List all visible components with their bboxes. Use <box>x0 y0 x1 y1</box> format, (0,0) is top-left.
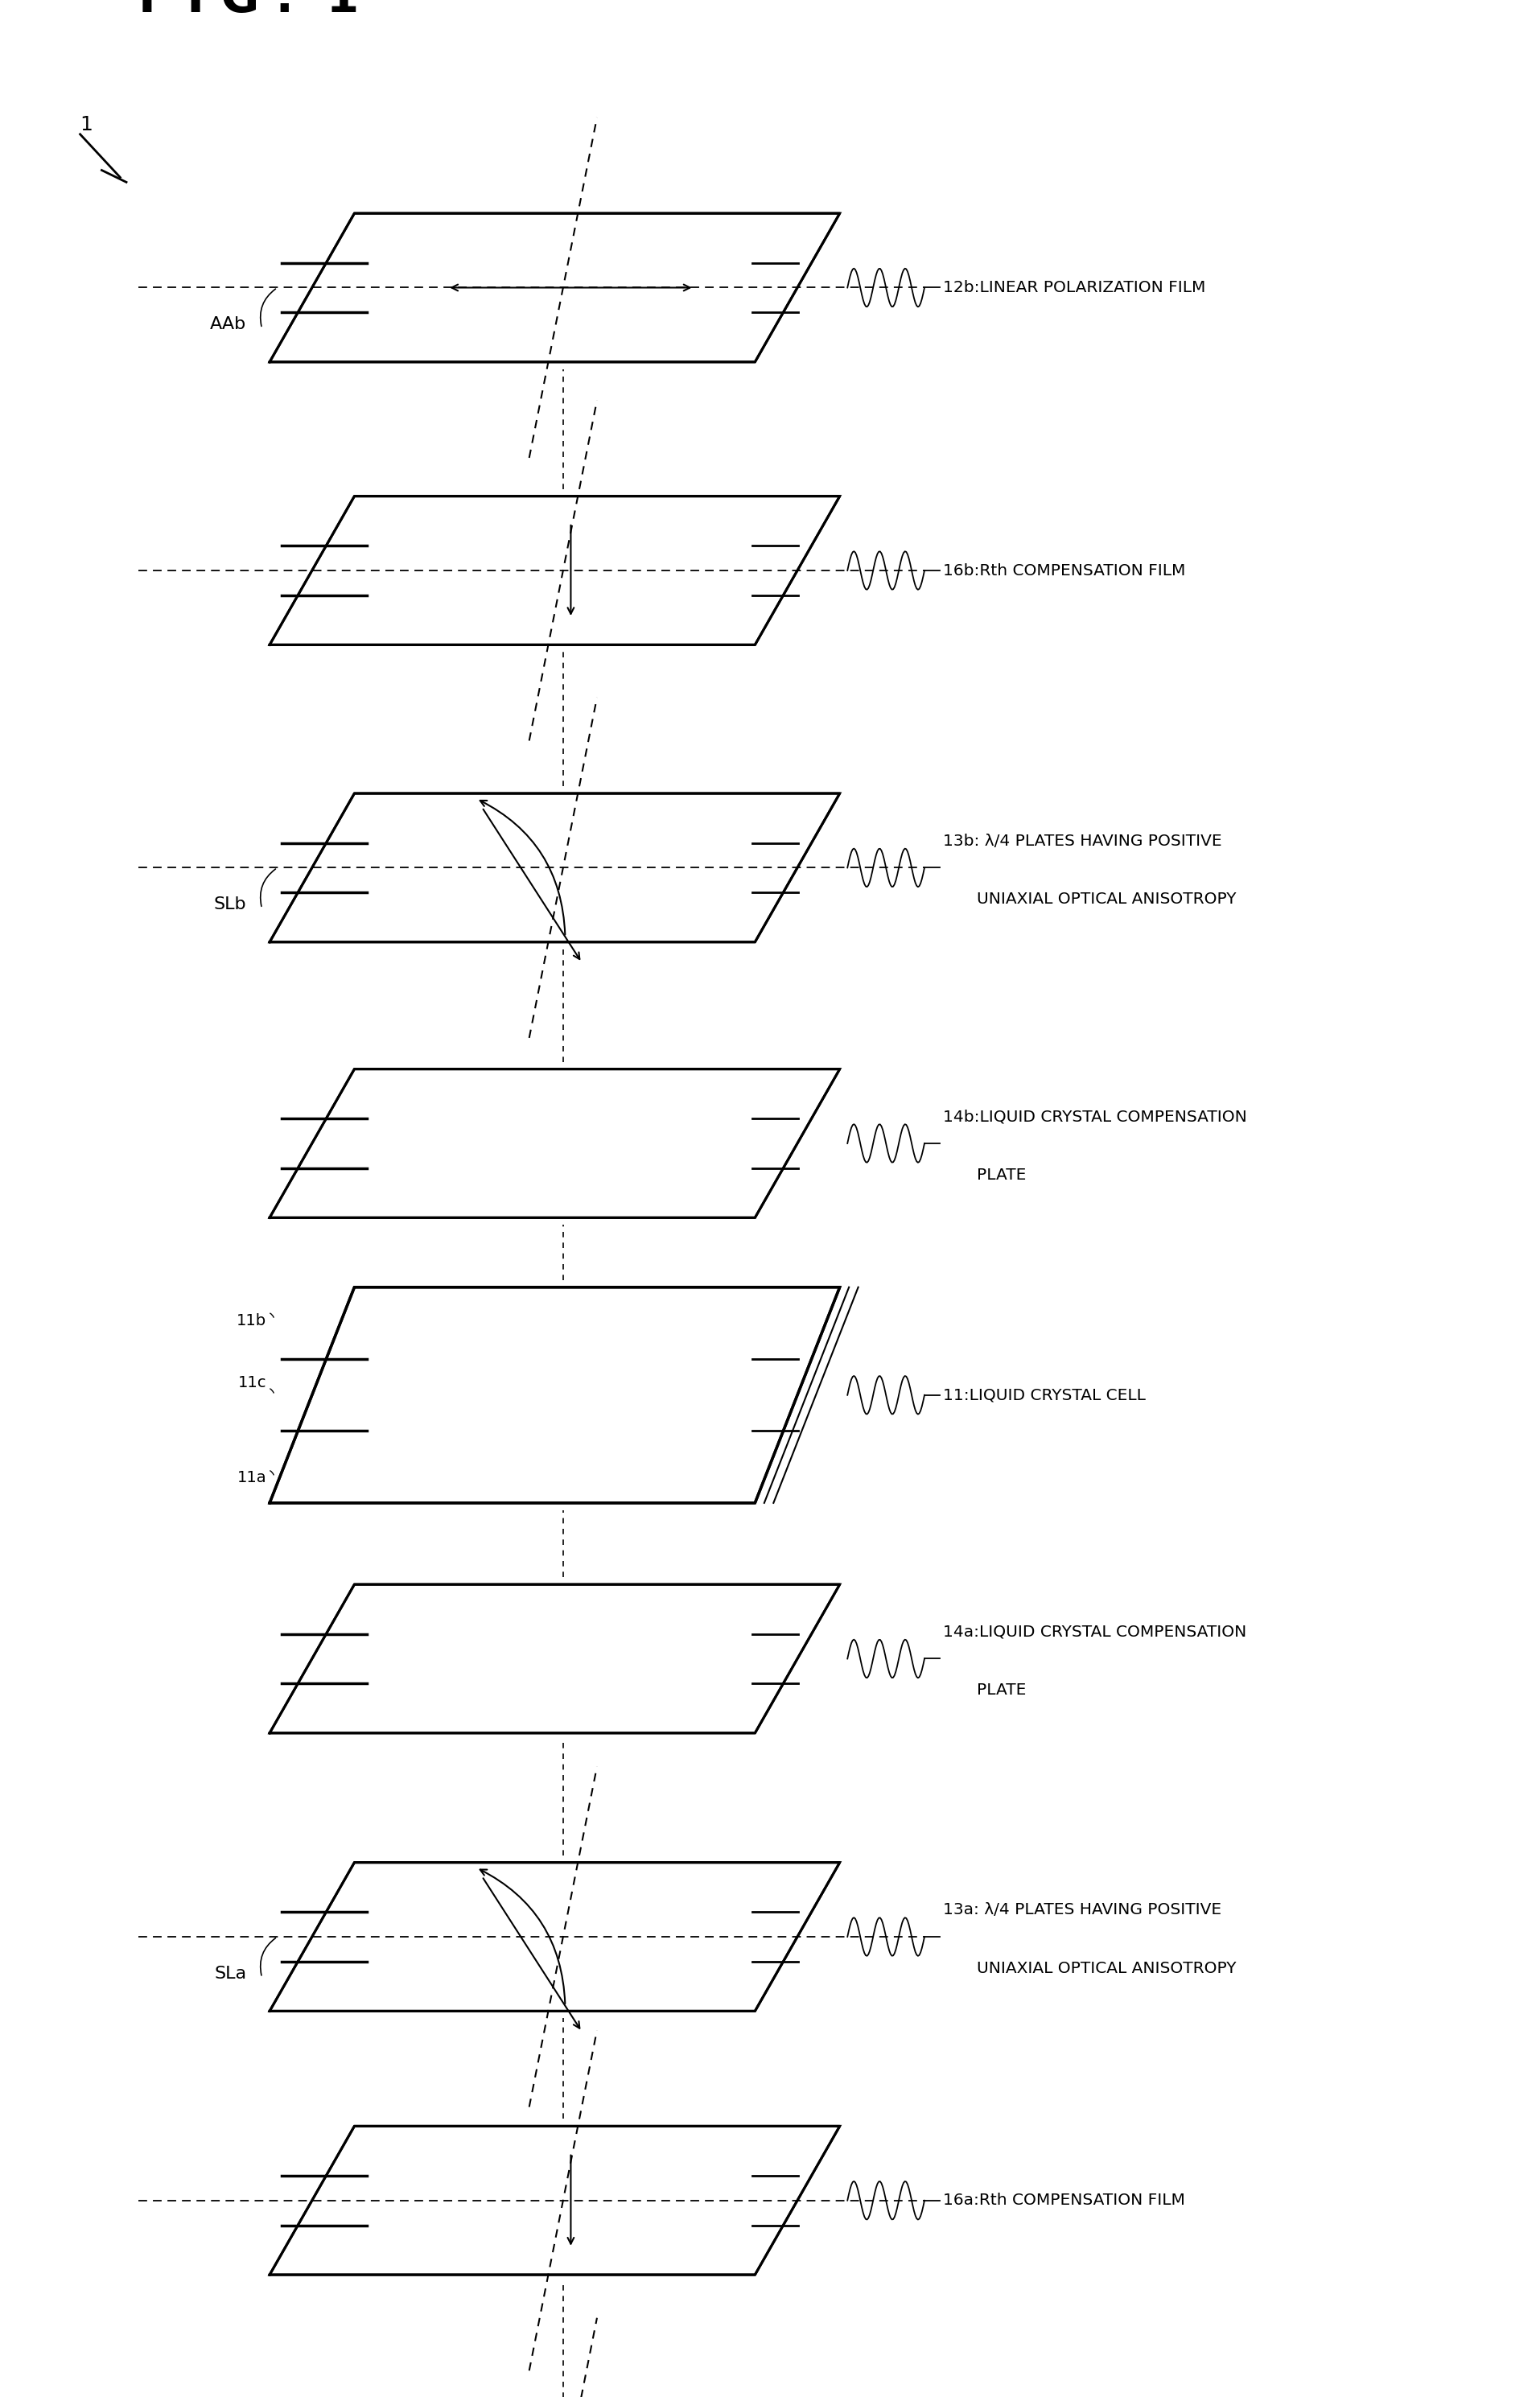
Polygon shape <box>270 1069 839 1218</box>
Text: 14b:LIQUID CRYSTAL COMPENSATION: 14b:LIQUID CRYSTAL COMPENSATION <box>942 1110 1246 1124</box>
Text: AAb: AAb <box>209 316 246 333</box>
Polygon shape <box>270 793 839 942</box>
Text: 13b: λ/4 PLATES HAVING POSITIVE: 13b: λ/4 PLATES HAVING POSITIVE <box>942 834 1221 849</box>
Polygon shape <box>270 1287 839 1503</box>
Text: 11b: 11b <box>237 1314 266 1328</box>
Text: SLb: SLb <box>214 896 246 913</box>
Text: F I G .  1: F I G . 1 <box>139 0 359 22</box>
Polygon shape <box>270 1862 839 2011</box>
Text: 1: 1 <box>80 115 92 134</box>
Text: SLa: SLa <box>214 1966 246 1982</box>
Text: 11c: 11c <box>237 1376 266 1390</box>
Text: 12b:LINEAR POLARIZATION FILM: 12b:LINEAR POLARIZATION FILM <box>942 280 1204 295</box>
Text: 11:LIQUID CRYSTAL CELL: 11:LIQUID CRYSTAL CELL <box>942 1388 1146 1402</box>
Polygon shape <box>270 213 839 362</box>
Polygon shape <box>270 1584 839 1733</box>
Text: 11a: 11a <box>237 1469 266 1486</box>
Text: UNIAXIAL OPTICAL ANISOTROPY: UNIAXIAL OPTICAL ANISOTROPY <box>976 1961 1235 1975</box>
Text: UNIAXIAL OPTICAL ANISOTROPY: UNIAXIAL OPTICAL ANISOTROPY <box>976 892 1235 906</box>
Text: 14a:LIQUID CRYSTAL COMPENSATION: 14a:LIQUID CRYSTAL COMPENSATION <box>942 1625 1246 1640</box>
Polygon shape <box>270 496 839 645</box>
Text: 16b:Rth COMPENSATION FILM: 16b:Rth COMPENSATION FILM <box>942 563 1184 578</box>
Text: 13a: λ/4 PLATES HAVING POSITIVE: 13a: λ/4 PLATES HAVING POSITIVE <box>942 1903 1221 1918</box>
Text: 16a:Rth COMPENSATION FILM: 16a:Rth COMPENSATION FILM <box>942 2193 1184 2208</box>
Polygon shape <box>270 2126 839 2275</box>
Text: PLATE: PLATE <box>976 1167 1026 1182</box>
Text: PLATE: PLATE <box>976 1683 1026 1697</box>
